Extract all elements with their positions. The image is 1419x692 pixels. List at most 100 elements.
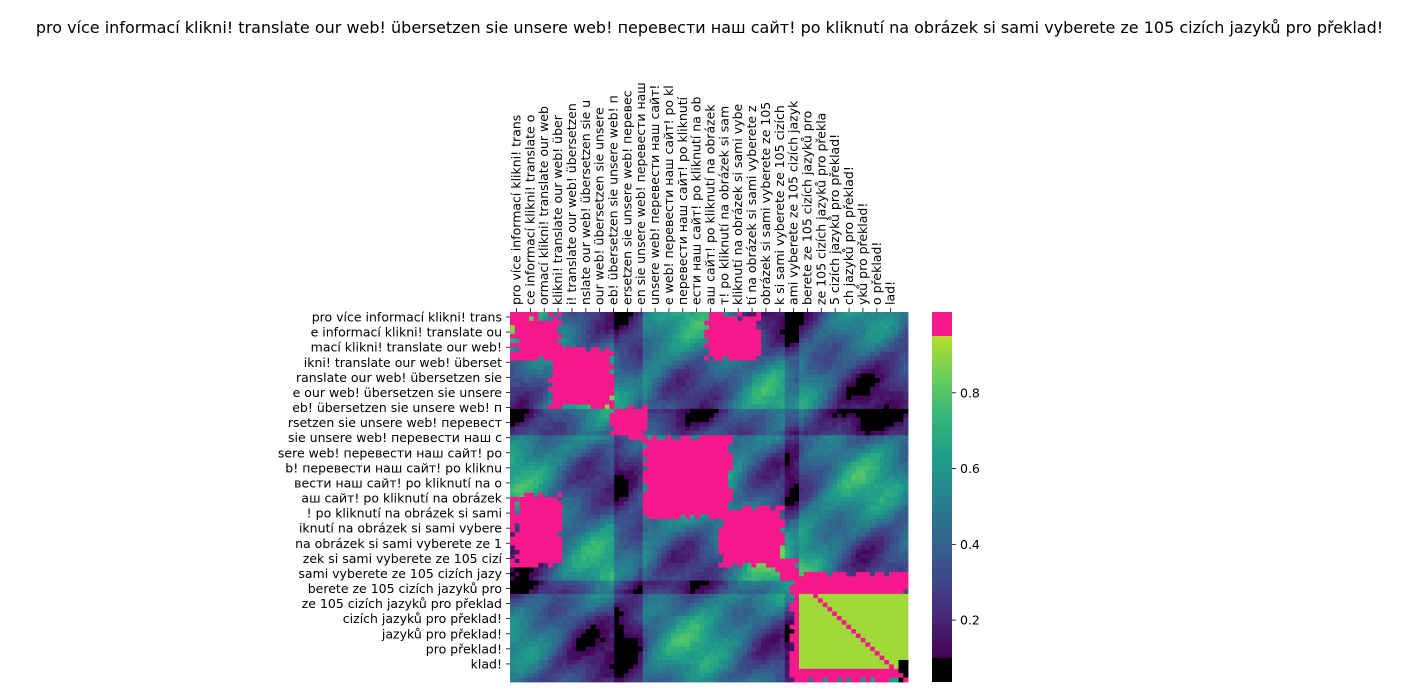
heatmap-cell [855,461,862,467]
heatmap-cell [727,408,734,414]
heatmap-cell [803,426,809,432]
heatmap-cell [590,391,596,397]
heatmap-cell [813,373,819,379]
heatmap-cell [614,408,620,414]
heatmap-cell [685,541,691,546]
heatmap-cell [794,408,800,414]
heatmap-cell [751,373,757,379]
heatmap-cell [623,457,629,463]
heatmap-cell [581,329,587,335]
heatmap-cell [879,382,885,388]
heatmap-cell [704,360,710,366]
heatmap-cell [742,457,748,463]
heatmap-cell [770,312,776,317]
heatmap-cell [761,325,767,331]
heatmap-cell [832,439,838,445]
heatmap-cell [874,369,880,375]
heatmap-cell [538,527,544,533]
heatmap-cell [723,364,729,370]
heatmap-cell [618,461,625,467]
heatmap-cell [903,312,909,317]
heatmap-cell [623,527,629,533]
heatmap-cell [851,404,857,410]
heatmap-cell [609,470,615,476]
heatmap-cell [633,567,639,573]
heatmap-cell [870,391,876,397]
heatmap-cell [614,470,620,476]
heatmap-cell [851,435,857,441]
heatmap-cell [576,466,582,471]
heatmap-cell [633,541,639,546]
heatmap-cell [699,536,705,542]
heatmap-cell [656,466,663,471]
heatmap-cell [652,554,658,560]
heatmap-cell [528,373,535,379]
heatmap-cell [524,554,530,560]
heatmap-cell [590,479,596,485]
heatmap-cell [604,452,610,458]
heatmap-cell [595,382,601,388]
heatmap-cell [841,329,847,335]
heatmap-cell [547,549,554,555]
heatmap-cell [742,541,748,546]
heatmap-cell [737,400,743,405]
heatmap-cell [557,386,563,392]
heatmap-cell [661,408,667,414]
heatmap-cell [547,382,554,388]
heatmap-cell [590,567,596,573]
heatmap-cell [822,408,828,414]
heatmap-cell [822,549,828,555]
heatmap-cell [628,452,634,458]
heatmap-cell [756,342,762,348]
heatmap-cell [884,448,890,454]
heatmap-cell [562,430,568,436]
heatmap-cell [870,325,876,331]
heatmap-cell [661,391,667,397]
heatmap-cell [590,342,596,348]
heatmap-cell [647,523,653,529]
heatmap-cell [675,413,681,419]
heatmap-cell [699,444,705,449]
heatmap-cell [566,492,572,498]
heatmap-cell [789,448,795,454]
heatmap-cell [813,514,819,520]
heatmap-cell [637,501,644,507]
heatmap-cell [604,382,610,388]
heatmap-cell [765,554,771,560]
heatmap-cell [860,563,866,568]
heatmap-cell [595,364,601,370]
heatmap-cell [718,338,724,344]
heatmap-cell [851,329,857,335]
heatmap-cell [562,400,568,405]
heatmap-cell [666,334,672,339]
heatmap-cell [898,457,904,463]
heatmap-cell [827,497,833,502]
heatmap-cell [855,316,862,322]
heatmap-cell [533,430,539,436]
heatmap-cell [817,404,824,410]
heatmap-cell [742,466,748,471]
heatmap-cell [637,329,644,335]
heatmap-cell [609,364,615,370]
heatmap-cell [557,492,563,498]
heatmap-cell [510,532,516,538]
heatmap-cell [889,334,895,339]
heatmap-cell [590,571,596,577]
heatmap-cell [642,360,648,366]
heatmap-cell [557,466,563,471]
heatmap-cell [557,334,563,339]
heatmap-cell [528,400,535,405]
heatmap-cell [727,549,734,555]
heatmap-cell [756,373,762,379]
heatmap-cell [808,386,814,392]
heatmap-cell [732,430,738,436]
heatmap-cell [566,488,572,493]
heatmap-cell [571,347,577,353]
heatmap-cell [732,554,738,560]
heatmap-cell [585,404,591,410]
heatmap-cell [898,567,904,573]
heatmap-cell [690,373,696,379]
heatmap-cell [794,474,800,480]
heatmap-cell [742,532,748,538]
heatmap-cell [898,342,904,348]
